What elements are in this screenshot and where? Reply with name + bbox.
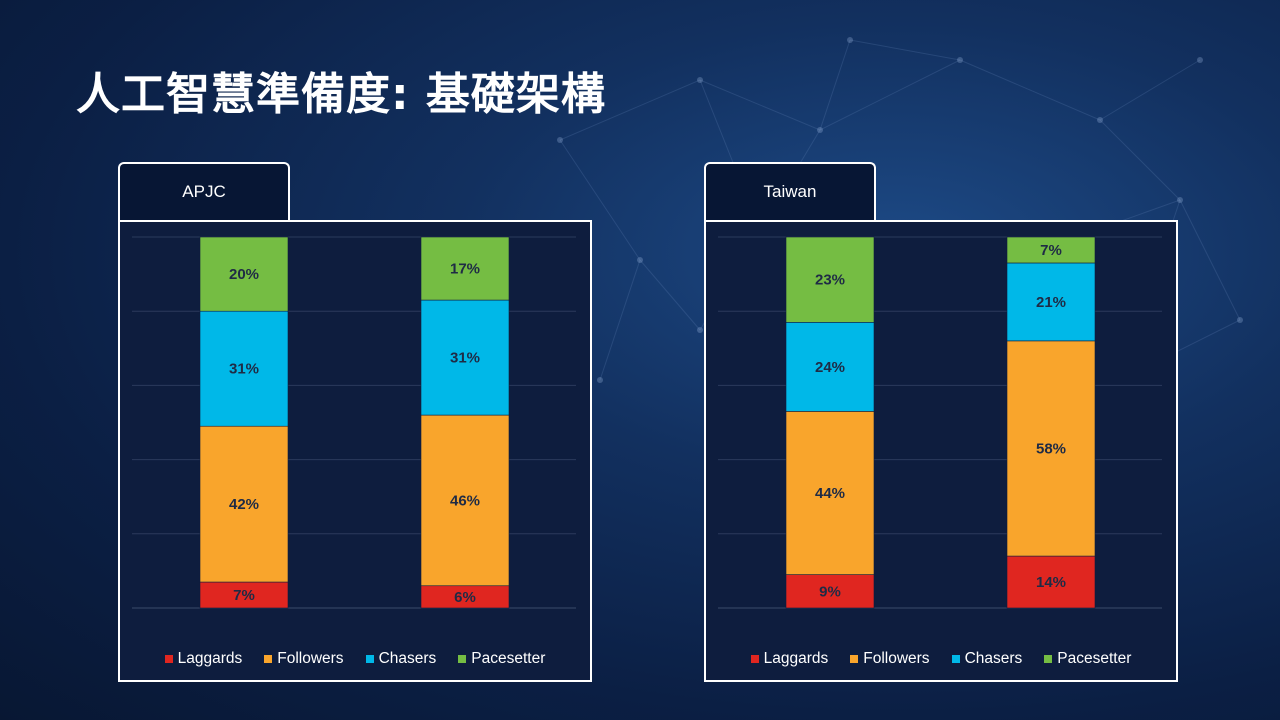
data-label-followers-2023: 44% — [815, 485, 845, 502]
data-label-chasers-2023: 24% — [815, 359, 845, 376]
network-link — [699, 79, 821, 131]
legend-item-laggards: Laggards — [164, 650, 243, 668]
legend-swatch — [164, 655, 173, 663]
network-link — [959, 59, 1101, 121]
bar-segment-followers-2024 — [1006, 340, 1096, 557]
network-node — [1097, 117, 1103, 123]
network-node — [557, 137, 563, 143]
legend-item-chasers: Chasers — [365, 650, 437, 668]
page-title: 人工智慧準備度: 基礎架構 — [76, 69, 606, 120]
bar-segment-pacesetter-2024 — [420, 236, 510, 301]
legend-item-laggards: Laggards — [750, 650, 829, 668]
legend-swatch — [951, 655, 960, 663]
legend-label: Pacesetter — [1057, 650, 1132, 667]
legend-label: Followers — [277, 650, 344, 667]
legend-item-chasers: Chasers — [951, 650, 1023, 668]
bar-segment-followers-2024 — [420, 414, 510, 587]
network-link — [559, 79, 701, 141]
network-node — [697, 327, 703, 333]
network-node — [597, 377, 603, 383]
data-label-followers-2024: 46% — [450, 492, 480, 509]
network-node — [697, 77, 703, 83]
data-label-pacesetter-2023: 20% — [229, 266, 259, 283]
network-link — [849, 39, 961, 61]
network-node — [637, 257, 643, 263]
legend-swatch — [365, 655, 374, 663]
network-link — [1179, 199, 1241, 321]
legend-swatch — [750, 655, 759, 663]
data-label-followers-2024: 58% — [1036, 440, 1066, 457]
legend-swatch — [850, 655, 859, 663]
legend-swatch — [264, 655, 273, 663]
panel-tab-apjc: APJC — [118, 162, 290, 220]
data-label-pacesetter-2024: 7% — [1040, 242, 1062, 259]
bar-segment-pacesetter-2024 — [1006, 236, 1096, 264]
network-link — [639, 259, 701, 331]
network-node — [1237, 317, 1243, 323]
bar-segment-chasers-2024 — [420, 299, 510, 416]
bar-segment-chasers-2023 — [199, 310, 289, 427]
data-label-pacesetter-2023: 23% — [815, 272, 845, 289]
legend-swatch — [1044, 655, 1053, 663]
network-link — [1099, 119, 1181, 201]
bar-segment-laggards-2023 — [785, 574, 875, 609]
chart-apjc-plot: 7%42%31%20%20236%46%31%17%2024 — [132, 236, 576, 609]
legend-item-pacesetter: Pacesetter — [1044, 650, 1131, 668]
chart-legend: Laggards Followers Chasers Pacesetter — [120, 650, 590, 668]
legend-swatch — [458, 655, 467, 663]
legend-label: Chasers — [964, 650, 1023, 667]
bar-segment-chasers-2023 — [785, 322, 875, 412]
bar-segment-pacesetter-2023 — [199, 236, 289, 312]
legend-item-followers: Followers — [264, 650, 344, 668]
data-label-chasers-2023: 31% — [229, 361, 259, 378]
data-label-laggards-2023: 9% — [819, 583, 841, 600]
chart-legend: Laggards Followers Chasers Pacesetter — [706, 650, 1176, 668]
chart-taiwan: 9%44%24%23%202314%58%21%7%2024 LaggardsF… — [704, 220, 1178, 682]
network-link — [819, 39, 851, 131]
legend-label: Laggards — [763, 650, 829, 667]
data-label-followers-2023: 42% — [229, 496, 259, 513]
chart-taiwan-plot: 9%44%24%23%202314%58%21%7%2024 — [718, 236, 1162, 609]
legend-label: Pacesetter — [471, 650, 546, 667]
data-label-laggards-2024: 6% — [454, 589, 476, 606]
legend-item-pacesetter: Pacesetter — [458, 650, 545, 668]
chart-apjc: 7%42%31%20%20236%46%31%17%2024 LaggardsF… — [118, 220, 592, 682]
data-label-chasers-2024: 21% — [1036, 294, 1066, 311]
legend-item-followers: Followers — [850, 650, 930, 668]
network-link — [559, 139, 641, 261]
legend-label: Laggards — [177, 650, 243, 667]
bar-segment-followers-2023 — [199, 425, 289, 583]
network-node — [1177, 197, 1183, 203]
data-label-laggards-2023: 7% — [233, 587, 255, 604]
legend-label: Followers — [863, 650, 930, 667]
network-node — [847, 37, 853, 43]
network-link — [1099, 59, 1201, 121]
bar-segment-pacesetter-2023 — [785, 236, 875, 323]
data-label-laggards-2024: 14% — [1036, 574, 1066, 591]
network-node — [1197, 57, 1203, 63]
legend-label: Chasers — [378, 650, 437, 667]
network-link — [599, 259, 641, 381]
network-link — [819, 59, 961, 131]
network-node — [957, 57, 963, 63]
data-label-pacesetter-2024: 17% — [450, 261, 480, 278]
panel-tab-taiwan: Taiwan — [704, 162, 876, 220]
data-label-chasers-2024: 31% — [450, 350, 480, 367]
bar-segment-laggards-2024 — [1006, 555, 1096, 609]
network-node — [817, 127, 823, 133]
